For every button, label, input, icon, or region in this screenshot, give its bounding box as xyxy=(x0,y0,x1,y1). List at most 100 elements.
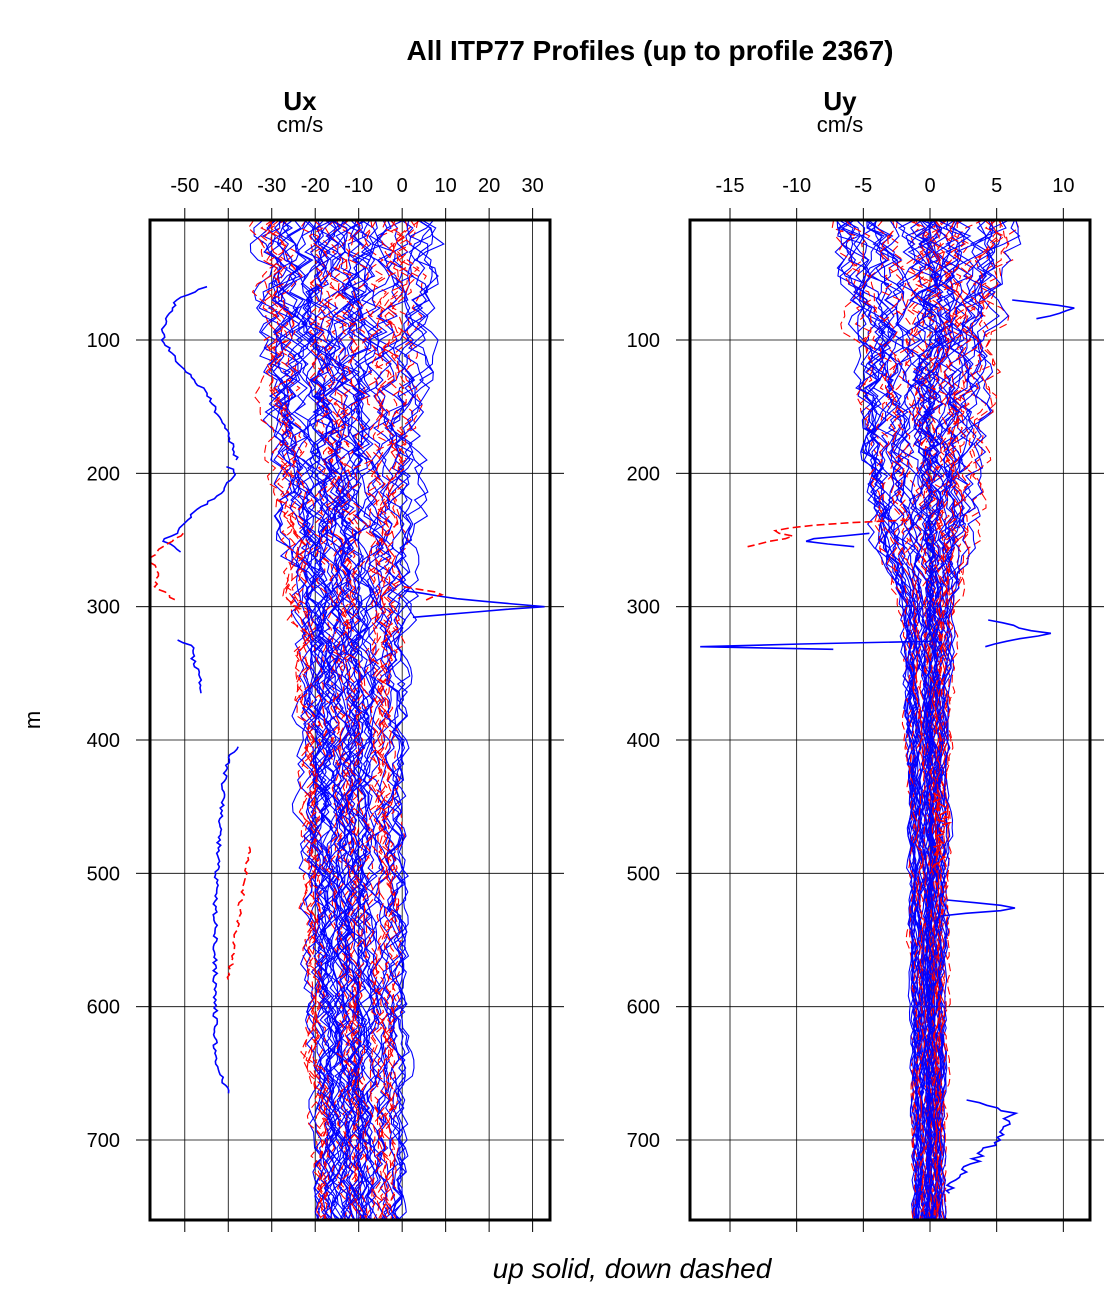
profile-trace-up xyxy=(372,220,412,1220)
profile-trace-up xyxy=(339,220,377,1220)
x-tick-label: -5 xyxy=(854,175,872,197)
y-tick-label: 300 xyxy=(87,597,120,619)
profile-trace-down xyxy=(374,220,427,1220)
profile-trace-down xyxy=(247,220,329,1220)
profile-trace-up xyxy=(924,220,971,1220)
profile-trace-up xyxy=(354,220,388,1220)
profile-outlier-down xyxy=(747,519,909,548)
x-tick-label: -15 xyxy=(716,175,745,197)
profile-trace-up xyxy=(294,220,352,1220)
profile-trace-down xyxy=(338,220,377,1220)
profile-trace-up xyxy=(935,220,1007,1220)
x-tick-label: -10 xyxy=(344,175,373,197)
profile-trace-up xyxy=(917,220,965,1220)
profile-trace-up xyxy=(935,220,996,1220)
x-tick-label: 20 xyxy=(478,175,500,197)
profile-trace-up xyxy=(253,220,336,1220)
profile-trace-down xyxy=(371,220,405,1220)
profile-outlier-up xyxy=(985,619,1052,648)
x-tick-label: -50 xyxy=(170,175,199,197)
panel-title: Ux xyxy=(283,86,317,116)
y-tick-label: 700 xyxy=(627,1130,660,1152)
panel-title: Uy xyxy=(823,86,857,116)
profile-outlier-down xyxy=(403,585,445,601)
profile-outlier-up xyxy=(211,746,239,1094)
profile-outlier-up xyxy=(160,285,239,461)
x-tick-label: 0 xyxy=(397,175,408,197)
profile-outlier-down xyxy=(929,792,953,874)
y-tick-label: 200 xyxy=(627,463,660,485)
x-tick-label: 30 xyxy=(521,175,543,197)
profile-trace-down xyxy=(262,220,330,1220)
profile-outlier-up xyxy=(1012,299,1075,320)
profile-trace-down xyxy=(331,220,369,1220)
profile-trace-up xyxy=(300,220,355,1220)
x-tick-label: 10 xyxy=(1052,175,1074,197)
footer-note: up solid, down dashed xyxy=(493,1253,773,1284)
profile-trace-down xyxy=(268,220,336,1220)
profile-trace-up xyxy=(919,220,955,1220)
profile-trace-up xyxy=(385,220,434,1220)
profile-trace-up xyxy=(859,220,923,1220)
profile-outlier-up xyxy=(177,639,203,694)
x-tick-label: -30 xyxy=(257,175,286,197)
profile-trace-down xyxy=(326,220,367,1220)
y-tick-label: 400 xyxy=(627,730,660,752)
profile-trace-up xyxy=(380,220,432,1220)
y-axis-label: m xyxy=(20,711,45,729)
y-tick-label: 400 xyxy=(87,730,120,752)
x-tick-label: -40 xyxy=(214,175,243,197)
profile-trace-down xyxy=(308,220,356,1220)
profile-trace-up xyxy=(350,220,399,1220)
profile-outlier-up xyxy=(805,532,870,548)
x-tick-label: 0 xyxy=(924,175,935,197)
profile-trace-up xyxy=(871,220,926,1220)
panel-unit: cm/s xyxy=(817,112,863,137)
y-tick-label: 300 xyxy=(627,597,660,619)
profile-trace-up xyxy=(837,220,922,1220)
profile-outlier-up xyxy=(162,465,237,553)
profile-trace-up xyxy=(307,220,356,1220)
profile-outlier-up xyxy=(944,1099,1019,1194)
profile-trace-down xyxy=(260,220,330,1220)
profile-trace-down xyxy=(261,220,329,1220)
profile-trace-up xyxy=(937,220,1010,1220)
profile-trace-up xyxy=(249,220,327,1220)
profile-trace-up xyxy=(382,220,434,1220)
panel-frame xyxy=(688,218,1092,1222)
profile-trace-up xyxy=(342,220,380,1220)
profile-trace-down xyxy=(834,220,918,1220)
x-tick-label: 5 xyxy=(991,175,1002,197)
panel-frame xyxy=(148,218,552,1222)
profile-trace-down xyxy=(260,220,330,1220)
profile-trace-down xyxy=(362,220,407,1220)
y-tick-label: 500 xyxy=(627,863,660,885)
x-tick-label: -20 xyxy=(301,175,330,197)
profile-trace-up xyxy=(908,220,943,1220)
profile-trace-up xyxy=(285,220,345,1220)
profile-trace-down xyxy=(372,220,420,1220)
profile-trace-up xyxy=(270,220,337,1220)
profile-trace-up xyxy=(836,220,921,1220)
profile-trace-up xyxy=(271,220,340,1220)
profile-trace-up xyxy=(841,220,922,1220)
profile-trace-down xyxy=(369,220,413,1220)
x-tick-label: -10 xyxy=(782,175,811,197)
y-tick-label: 100 xyxy=(87,330,120,352)
profile-trace-up xyxy=(295,220,355,1220)
y-tick-label: 600 xyxy=(87,997,120,1019)
profile-outlier-up xyxy=(940,899,1016,917)
panel-unit: cm/s xyxy=(277,112,323,137)
profile-trace-down xyxy=(908,220,943,1220)
profile-outlier-down xyxy=(150,532,184,601)
chart-title: All ITP77 Profiles (up to profile 2367) xyxy=(407,35,894,66)
profile-lines xyxy=(700,220,1075,1220)
profile-trace-up xyxy=(935,220,1002,1220)
y-tick-label: 700 xyxy=(87,1130,120,1152)
profile-trace-down xyxy=(930,220,968,1220)
profile-trace-down xyxy=(875,220,926,1220)
profile-trace-down xyxy=(357,220,390,1220)
